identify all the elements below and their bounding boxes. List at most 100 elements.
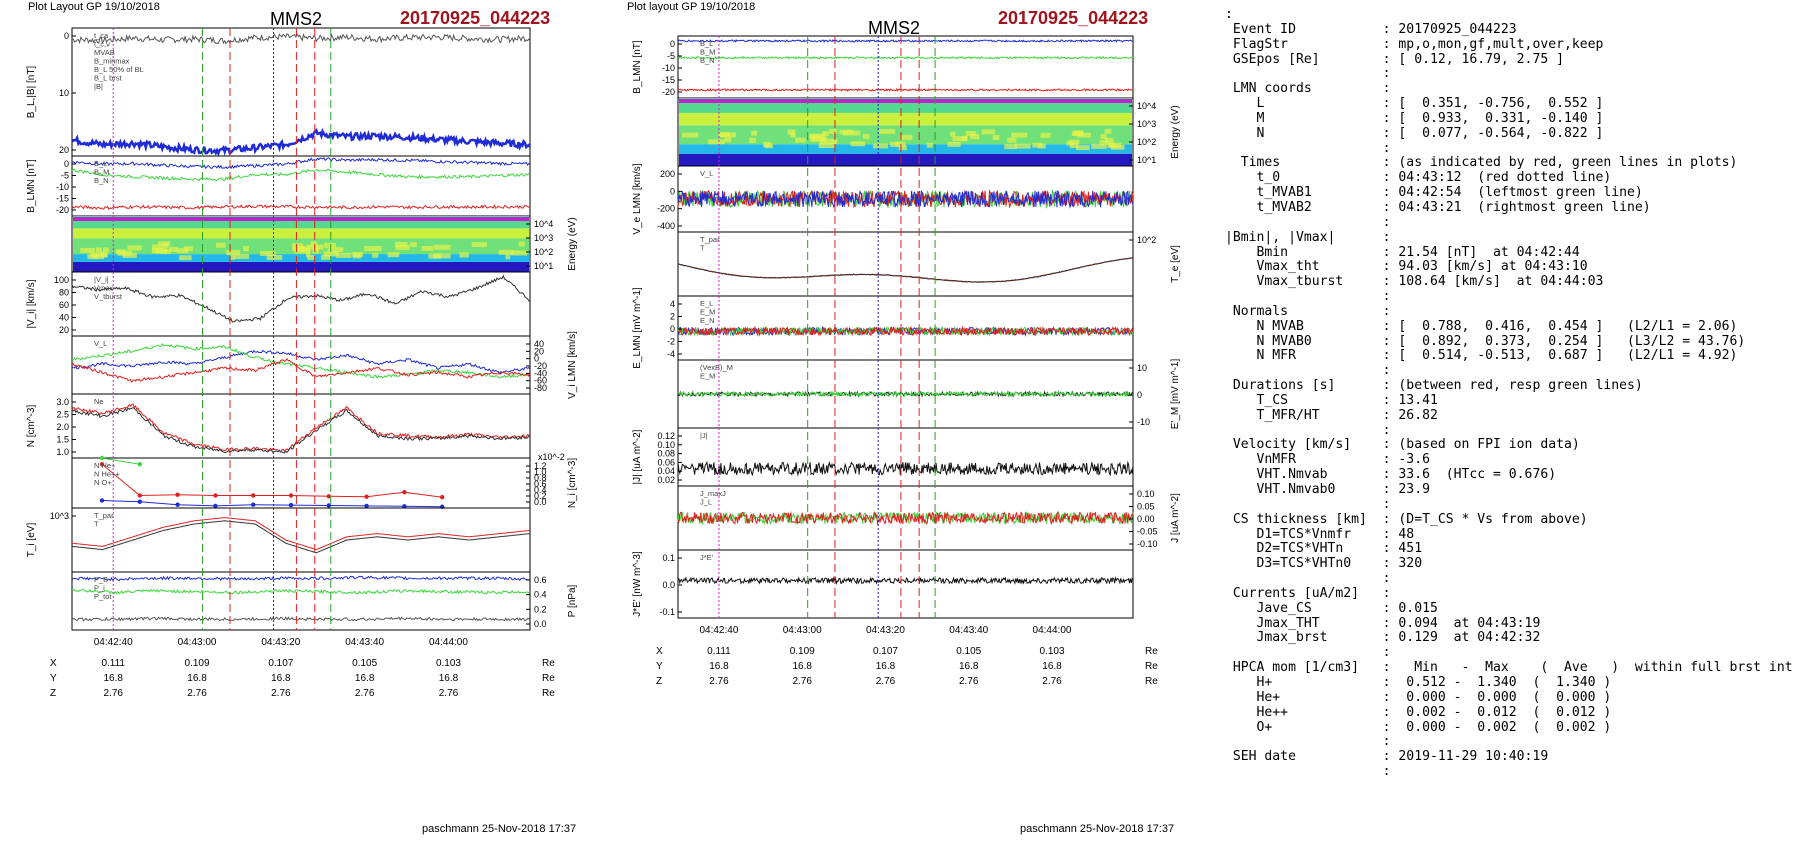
series-line-he- bbox=[101, 463, 443, 498]
spectrogram-patch bbox=[335, 252, 352, 258]
y-tick-label: -80 bbox=[534, 383, 547, 393]
orbit-value: 2.76 bbox=[1042, 676, 1062, 687]
spectrogram-patch bbox=[1014, 143, 1031, 149]
info-line: Currents [uA/m2] : bbox=[1225, 585, 1391, 601]
spectrogram-patch bbox=[323, 251, 339, 257]
info-line: : bbox=[1225, 214, 1391, 230]
x-tick-label: 04:43:40 bbox=[345, 637, 384, 648]
spectrogram-band bbox=[73, 228, 529, 239]
legend-entry: N O+ bbox=[94, 478, 112, 487]
x-tick-label: 04:42:40 bbox=[699, 625, 738, 636]
y-tick-label: 0 bbox=[670, 186, 675, 196]
spectrogram-band bbox=[679, 112, 1132, 126]
y-tick-label: 0.05 bbox=[1137, 502, 1155, 512]
series-line--b- bbox=[71, 33, 531, 45]
spectrogram-patch bbox=[1011, 132, 1028, 138]
y-axis-label: T_i [eV] bbox=[26, 523, 37, 558]
legend-entry: N He+ bbox=[94, 461, 116, 470]
y-tick-label: -0.1 bbox=[659, 607, 675, 617]
spectrogram-patch bbox=[80, 247, 95, 253]
spectrogram-patch bbox=[947, 141, 961, 147]
y-tick-label: 10^2 bbox=[1137, 235, 1156, 245]
orbit-value: 16.8 bbox=[271, 673, 291, 684]
spectrogram-patch bbox=[162, 242, 169, 248]
orbit-value: 16.8 bbox=[187, 673, 207, 684]
spectrogram-band bbox=[73, 254, 529, 262]
info-line: D2=TCS*VHTn : 451 bbox=[1225, 541, 1423, 557]
series-line-he- bbox=[101, 457, 140, 465]
spectrogram-patch bbox=[829, 128, 838, 134]
spectrogram-patch bbox=[862, 133, 870, 139]
spectrogram-patch bbox=[292, 243, 304, 249]
spectrogram-patch bbox=[764, 143, 773, 149]
legend-entry: B_minmax bbox=[94, 57, 130, 66]
x-tick-label: 04:43:20 bbox=[261, 637, 300, 648]
spectrogram-patch bbox=[790, 132, 796, 138]
y-tick-label: 2.0 bbox=[56, 422, 69, 432]
legend-entry: t_c,v bbox=[94, 40, 110, 49]
y-tick-label: 0.2 bbox=[534, 491, 547, 501]
orbit-value: 0.109 bbox=[790, 646, 815, 657]
legend-entry: J_L bbox=[700, 498, 712, 507]
y-tick-label: 10^1 bbox=[534, 261, 553, 271]
spectrogram-patch bbox=[471, 241, 487, 247]
spectrogram-patch bbox=[819, 138, 838, 144]
info-line: t_0 : 04:43:12 (red dotted line) bbox=[1225, 170, 1612, 186]
info-line: : bbox=[1225, 734, 1391, 750]
legend-entry: E_N bbox=[700, 316, 715, 325]
legend-entry: B_L bbox=[700, 39, 713, 48]
series-line bbox=[677, 39, 1134, 44]
info-line: CS thickness [km] : (D=T_CS * Vs from ab… bbox=[1225, 511, 1588, 527]
y-tick-label: 80 bbox=[59, 288, 69, 298]
info-line: L : [ 0.351, -0.756, 0.552 ] bbox=[1225, 96, 1604, 112]
y-tick-label: 60 bbox=[59, 300, 69, 310]
y-tick-label: 10 bbox=[59, 88, 69, 98]
y-tick-label: 0.1 bbox=[662, 553, 675, 563]
info-line: He+ : 0.000 - 0.000 ( 0.000 ) bbox=[1225, 689, 1612, 705]
orbit-value: 0.111 bbox=[707, 646, 731, 657]
spectrogram-patch bbox=[724, 137, 732, 143]
info-line: Bmin : 21.54 [nT] at 04:42:44 bbox=[1225, 244, 1580, 260]
y-tick-label: 0.10 bbox=[1137, 489, 1155, 499]
series-line-t bbox=[71, 520, 531, 554]
info-line: : bbox=[1225, 7, 1233, 22]
y-tick-label: -60 bbox=[534, 376, 547, 386]
y-axis-label: B_LMN [nT] bbox=[632, 40, 643, 94]
info-line: O+ : 0.000 - 0.002 ( 0.002 ) bbox=[1225, 719, 1612, 735]
spectrogram-patch bbox=[459, 252, 469, 258]
spectrogram-patch bbox=[681, 132, 699, 138]
series-line-t-par bbox=[71, 517, 531, 551]
info-line: FlagStr : mp,o,mon,gf,mult,over,keep bbox=[1225, 36, 1604, 52]
left-header: Plot Layout GP 19/10/2018 bbox=[28, 1, 160, 13]
legend-entry: T_par bbox=[94, 511, 114, 520]
y-axis-label: E'_M [mV m^-1] bbox=[1170, 359, 1181, 430]
y-tick-label: 0 bbox=[670, 324, 675, 334]
info-line: Jmax_brst : 0.129 at 04:42:32 bbox=[1225, 630, 1541, 646]
y-tick-label: -20 bbox=[662, 87, 675, 97]
info-line: Velocity [km/s] : (based on FPI ion data… bbox=[1225, 437, 1580, 453]
y-axis-label: N_i [cm^-3] bbox=[567, 458, 578, 508]
x-tick-label: 04:44:00 bbox=[1033, 625, 1072, 636]
legend-entry: Vmax bbox=[94, 284, 113, 293]
y-tick-label: -0.10 bbox=[1137, 539, 1158, 549]
y-axis-label: Energy (eV) bbox=[567, 217, 578, 270]
y-tick-label: -20 bbox=[534, 361, 547, 371]
spectrogram-patch bbox=[992, 134, 1000, 140]
orbit-row-label: Y bbox=[656, 661, 663, 672]
spectrogram-patch bbox=[364, 245, 382, 251]
spectrogram-patch bbox=[87, 254, 105, 260]
y-tick-label: 1.2 bbox=[534, 461, 547, 471]
legend-entry: J*E' bbox=[700, 553, 714, 562]
orbit-value: 0.107 bbox=[873, 646, 898, 657]
y-tick-label: 0.0 bbox=[534, 619, 547, 629]
info-line: M : [ 0.933, 0.331, -0.140 ] bbox=[1225, 110, 1604, 126]
legend-entry: B_L brst bbox=[94, 74, 123, 83]
y-tick-label: 0.02 bbox=[657, 475, 675, 485]
series-line bbox=[677, 575, 1134, 586]
legend-entry: B_N bbox=[94, 176, 109, 185]
right-footer: paschmann 25-Nov-2018 17:37 bbox=[1020, 823, 1175, 835]
y-tick-label: 10^2 bbox=[1137, 137, 1156, 147]
spectrogram-patch bbox=[1104, 128, 1112, 134]
spectrogram-patch bbox=[312, 248, 319, 254]
spectrogram-patch bbox=[950, 131, 956, 137]
